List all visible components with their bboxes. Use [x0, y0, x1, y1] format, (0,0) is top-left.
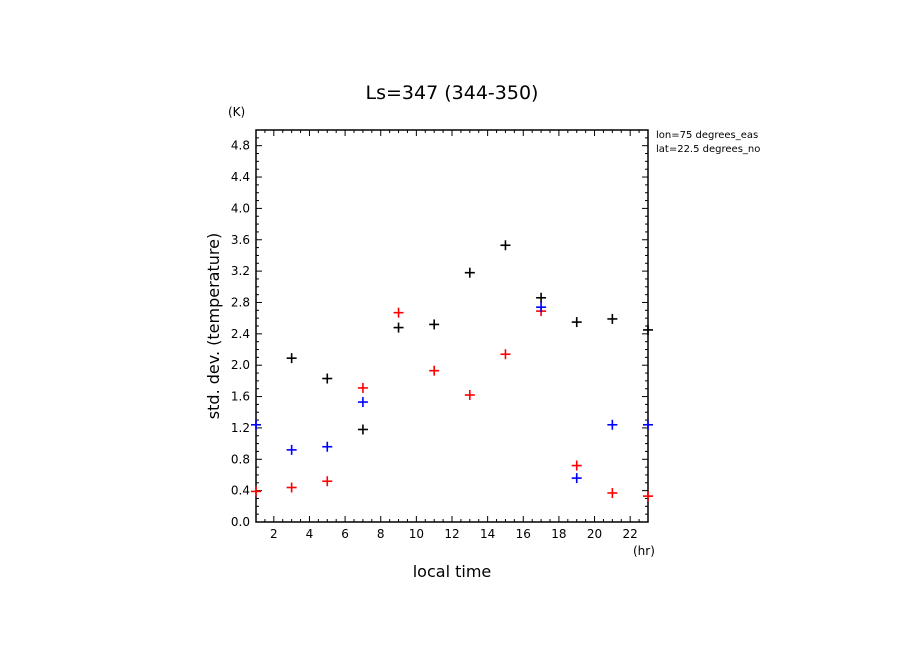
- annotation-lon: lon=75 degrees_eas: [656, 130, 758, 141]
- data-point: [464, 267, 475, 278]
- x-tick-label: 8: [377, 527, 385, 541]
- plot-frame: [255, 129, 649, 523]
- data-point: [607, 419, 618, 430]
- x-tick-label: 16: [516, 527, 531, 541]
- data-point: [322, 476, 333, 487]
- data-point: [251, 486, 261, 497]
- y-tick-label: 4.4: [231, 170, 250, 184]
- y-tick-label: 4.0: [231, 201, 250, 215]
- x-tick-label: 12: [444, 527, 459, 541]
- x-tick-label: 4: [306, 527, 314, 541]
- x-axis-label: local time: [413, 562, 492, 581]
- data-point: [393, 322, 404, 333]
- y-unit: (K): [228, 105, 245, 119]
- data-point: [536, 292, 547, 303]
- data-point: [357, 424, 368, 435]
- data-point: [536, 302, 547, 313]
- y-tick-label: 2.4: [231, 327, 250, 341]
- data-point: [393, 307, 404, 318]
- data-point: [571, 473, 582, 484]
- data-point: [286, 482, 297, 493]
- data-point: [357, 397, 368, 408]
- data-point: [464, 389, 475, 400]
- chart-title: Ls=347 (344-350): [366, 82, 539, 104]
- data-point: [500, 240, 511, 251]
- annotation-lat: lat=22.5 degrees_no: [656, 144, 760, 155]
- x-tick-label: 2: [270, 527, 278, 541]
- data-point: [322, 373, 333, 384]
- y-tick-label: 0.0: [231, 515, 250, 529]
- data-point: [429, 365, 440, 376]
- data-points: [251, 240, 653, 502]
- x-tick-label: 20: [587, 527, 602, 541]
- data-point: [607, 487, 618, 498]
- data-point: [571, 317, 582, 328]
- y-tick-label: 0.4: [231, 484, 250, 498]
- y-axis-label: std. dev. (temperature): [204, 233, 223, 419]
- data-point: [322, 441, 333, 452]
- data-point: [607, 313, 618, 324]
- y-tick-label: 0.8: [231, 452, 250, 466]
- y-tick-label: 3.6: [231, 233, 250, 247]
- data-point: [643, 324, 653, 335]
- y-tick-label: 2.8: [231, 295, 250, 309]
- y-tick-label: 1.2: [231, 421, 250, 435]
- y-tick-label: 1.6: [231, 390, 250, 404]
- data-point: [643, 419, 653, 430]
- data-point: [429, 319, 440, 330]
- data-point: [251, 419, 261, 430]
- y-tick-label: 3.2: [231, 264, 250, 278]
- axes: 2 4 6 8 10 12 14 16 18 20 22 0.0 0.4 0.8 1.2 1.6 2.0 2.4 2…: [231, 129, 649, 541]
- y-tick-label: 4.8: [231, 139, 250, 153]
- data-point: [571, 460, 582, 471]
- x-tick-label: 14: [480, 527, 495, 541]
- x-tick-label: 22: [623, 527, 638, 541]
- data-point: [286, 353, 297, 364]
- y-tick-label: 2.0: [231, 358, 250, 372]
- x-tick-label: 10: [409, 527, 424, 541]
- x-tick-label: 18: [551, 527, 566, 541]
- x-unit: (hr): [633, 544, 655, 558]
- x-tick-label: 6: [341, 527, 349, 541]
- data-point: [357, 382, 368, 393]
- data-point: [286, 444, 297, 455]
- data-point: [643, 491, 653, 502]
- data-point: [500, 349, 511, 360]
